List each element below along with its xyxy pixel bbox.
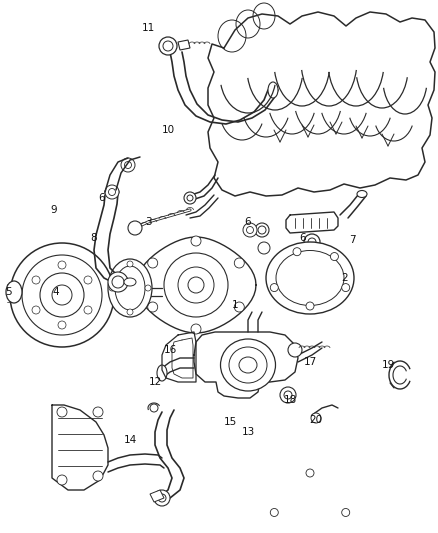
Text: 12: 12 bbox=[148, 377, 162, 387]
Circle shape bbox=[163, 41, 173, 51]
Text: 10: 10 bbox=[162, 125, 175, 135]
Text: 16: 16 bbox=[163, 345, 177, 355]
Circle shape bbox=[10, 243, 114, 347]
Circle shape bbox=[234, 302, 244, 312]
Text: 1: 1 bbox=[232, 300, 238, 310]
Circle shape bbox=[270, 508, 278, 516]
Polygon shape bbox=[150, 490, 164, 502]
Text: 6: 6 bbox=[300, 233, 306, 243]
Circle shape bbox=[178, 267, 214, 303]
Text: 6: 6 bbox=[245, 217, 251, 227]
Text: 7: 7 bbox=[349, 235, 355, 245]
Circle shape bbox=[127, 309, 133, 315]
Ellipse shape bbox=[268, 82, 278, 98]
Text: 11: 11 bbox=[141, 23, 155, 33]
Text: 13: 13 bbox=[241, 427, 254, 437]
Polygon shape bbox=[178, 40, 190, 50]
Ellipse shape bbox=[357, 190, 367, 198]
Circle shape bbox=[93, 471, 103, 481]
Circle shape bbox=[191, 236, 201, 246]
Text: 17: 17 bbox=[304, 357, 317, 367]
Circle shape bbox=[58, 261, 66, 269]
Ellipse shape bbox=[105, 188, 119, 196]
Circle shape bbox=[188, 277, 204, 293]
Circle shape bbox=[105, 185, 119, 199]
Text: 3: 3 bbox=[145, 217, 151, 227]
Circle shape bbox=[128, 221, 142, 235]
Circle shape bbox=[164, 253, 228, 317]
Circle shape bbox=[187, 195, 193, 201]
Circle shape bbox=[311, 413, 321, 423]
Circle shape bbox=[284, 391, 292, 399]
Circle shape bbox=[93, 407, 103, 417]
Circle shape bbox=[109, 189, 116, 196]
Circle shape bbox=[247, 227, 254, 233]
Ellipse shape bbox=[112, 276, 128, 285]
Circle shape bbox=[330, 253, 339, 261]
Ellipse shape bbox=[220, 339, 276, 391]
Ellipse shape bbox=[276, 251, 344, 305]
Circle shape bbox=[258, 226, 266, 234]
Circle shape bbox=[191, 324, 201, 334]
Text: 19: 19 bbox=[381, 360, 395, 370]
Text: 8: 8 bbox=[91, 233, 97, 243]
Circle shape bbox=[184, 192, 196, 204]
Circle shape bbox=[306, 469, 314, 477]
Text: 15: 15 bbox=[223, 417, 237, 427]
Text: 2: 2 bbox=[342, 273, 348, 283]
Circle shape bbox=[58, 321, 66, 329]
Circle shape bbox=[150, 404, 158, 412]
Circle shape bbox=[32, 306, 40, 314]
Circle shape bbox=[22, 255, 102, 335]
Circle shape bbox=[145, 285, 151, 291]
Text: 6: 6 bbox=[99, 193, 105, 203]
Circle shape bbox=[159, 37, 177, 55]
Circle shape bbox=[84, 306, 92, 314]
Text: 14: 14 bbox=[124, 435, 137, 445]
Circle shape bbox=[57, 407, 67, 417]
Text: 4: 4 bbox=[53, 287, 59, 297]
Ellipse shape bbox=[157, 365, 167, 381]
Circle shape bbox=[121, 158, 135, 172]
Circle shape bbox=[243, 223, 257, 237]
Circle shape bbox=[52, 285, 72, 305]
Circle shape bbox=[270, 284, 278, 292]
Circle shape bbox=[255, 223, 269, 237]
Text: 20: 20 bbox=[309, 415, 322, 425]
Circle shape bbox=[127, 261, 133, 267]
Ellipse shape bbox=[266, 242, 354, 314]
Circle shape bbox=[308, 238, 316, 246]
Circle shape bbox=[40, 273, 84, 317]
Circle shape bbox=[234, 258, 244, 268]
Circle shape bbox=[124, 161, 131, 168]
Circle shape bbox=[258, 242, 270, 254]
Ellipse shape bbox=[6, 281, 22, 303]
Circle shape bbox=[108, 272, 128, 292]
Circle shape bbox=[280, 387, 296, 403]
Circle shape bbox=[32, 276, 40, 284]
Circle shape bbox=[342, 284, 350, 292]
Ellipse shape bbox=[108, 259, 152, 317]
Circle shape bbox=[158, 494, 166, 502]
Text: 5: 5 bbox=[5, 287, 11, 297]
Circle shape bbox=[57, 475, 67, 485]
Circle shape bbox=[154, 490, 170, 506]
Circle shape bbox=[288, 343, 302, 357]
Circle shape bbox=[112, 276, 124, 288]
Ellipse shape bbox=[124, 278, 136, 286]
Circle shape bbox=[84, 276, 92, 284]
Circle shape bbox=[342, 508, 350, 516]
Ellipse shape bbox=[229, 347, 267, 383]
Ellipse shape bbox=[239, 357, 257, 373]
Circle shape bbox=[109, 285, 115, 291]
Circle shape bbox=[304, 234, 320, 250]
Circle shape bbox=[293, 248, 301, 256]
Circle shape bbox=[306, 302, 314, 310]
Text: 9: 9 bbox=[51, 205, 57, 215]
Circle shape bbox=[148, 258, 158, 268]
Circle shape bbox=[148, 302, 158, 312]
Text: 18: 18 bbox=[283, 395, 297, 405]
Ellipse shape bbox=[115, 266, 145, 310]
